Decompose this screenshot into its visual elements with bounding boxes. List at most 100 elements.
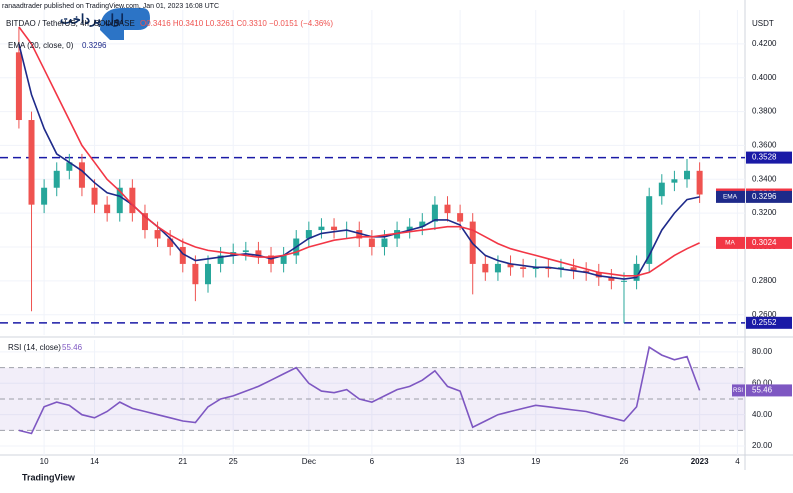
candle-body [305,230,312,239]
candle-body [671,179,678,183]
candle-body [444,204,451,214]
x-tick-label: 14 [90,457,99,466]
rsi-legend-value: 55.46 [62,343,83,352]
rsi-tag-name: RSI [733,388,743,394]
level-tag [746,151,792,164]
tag-name: EMA [723,194,738,201]
candle-body [658,182,665,197]
ema-legend-value: 0.3296 [82,41,107,50]
candle-body [457,213,464,222]
candle-body [520,267,527,269]
candle-body [154,230,161,239]
candle-body [192,263,199,285]
rsi-tag-value: 55.46 [752,386,773,395]
tag-value-box [746,190,792,203]
y-tick-label: 0.3400 [752,174,777,183]
candle-body [141,213,148,231]
candle-body [255,250,262,256]
x-tick-label: 26 [620,457,629,466]
unit-label: USDT [752,19,774,28]
tag-value-box [746,236,792,249]
x-tick-label: 4 [735,457,740,466]
level-tag-text: 0.2552 [752,318,777,327]
candle-body [482,263,489,273]
x-tick-label: 13 [456,457,465,466]
candle-body [318,226,325,231]
y-tick-label: 0.4200 [752,39,777,48]
level-tag [746,316,792,329]
publisher: ranaadtrader published on TradingView.co… [2,3,219,10]
candle-body [557,267,564,269]
candle-body [53,170,60,188]
x-tick-label: 21 [178,457,187,466]
candle-body [331,226,338,231]
y-tick-label: 60.00 [752,378,773,387]
candle-body [394,230,401,239]
candle-body [507,263,514,268]
series-line [18,345,701,435]
y-tick-label: 0.3600 [752,141,777,150]
y-tick-label: 20.00 [752,441,773,450]
candle-body [91,187,98,205]
candle-body [15,52,22,121]
candle-body [419,221,426,227]
x-tick-label: 10 [40,457,49,466]
candle-body [28,120,35,205]
candle-body [280,255,287,264]
x-tick-label: 19 [531,457,540,466]
x-tick-label: 6 [370,457,375,466]
candle-body [66,162,73,171]
candle-body [684,170,691,180]
candle-body [204,263,211,285]
rsi-legend: RSI (14, close) [8,343,61,352]
logo-text: اول پرداخت [60,11,124,27]
candle-body [583,270,590,273]
candle-body [633,263,640,281]
candle-body [167,238,174,247]
candle-body [494,263,501,273]
ema-legend: EMA (20, close, 0) [8,41,74,50]
tag-value: 0.3296 [752,192,777,201]
candle-body [242,250,249,253]
candle-body [608,277,615,281]
candle-body [179,246,186,264]
candle-body [381,238,388,247]
series-line [18,26,700,277]
tag-value: 0.3024 [752,238,777,247]
tag-name-box [716,190,745,203]
ohlc: O0.3416 H0.3410 L0.3261 C0.3310 −0.0151 … [140,19,333,28]
y-tick-label: 0.2600 [752,310,777,319]
rsi-tag-box [746,384,792,397]
logo-shape [100,8,150,40]
candle-body [104,204,111,214]
symbol: BITDAO / TetherUS, 4h, COINBASE [6,19,135,28]
x-tick-label: 2023 [691,457,709,466]
tag-name-box [716,236,745,249]
candle-body [268,255,275,264]
candle-body [696,170,703,195]
candle-body [406,226,413,231]
rsi-tag-name-box [732,384,745,397]
y-tick-label: 0.2800 [752,276,777,285]
y-tick-label: 80.00 [752,347,773,356]
candle-body [116,187,123,214]
plot: 10142125Dec6131926202340.26000.28000.300… [0,10,792,466]
footer-logo: TradingView [22,472,76,482]
y-tick-label: 0.3800 [752,107,777,116]
candle-body [595,272,602,278]
tag-name: MA [725,240,735,247]
x-tick-label: Dec [302,457,316,466]
candle-body [532,267,539,269]
level-tag-text: 0.3528 [752,153,777,162]
candle-body [41,187,48,205]
y-tick-label: 0.3200 [752,208,777,217]
candle-body [129,187,136,214]
candle-body [217,255,224,264]
candle-body [431,204,438,222]
x-tick-label: 25 [229,457,238,466]
candle-body [620,280,627,282]
candle-body [368,238,375,247]
candle-body [78,162,85,188]
candle-body [570,267,577,271]
